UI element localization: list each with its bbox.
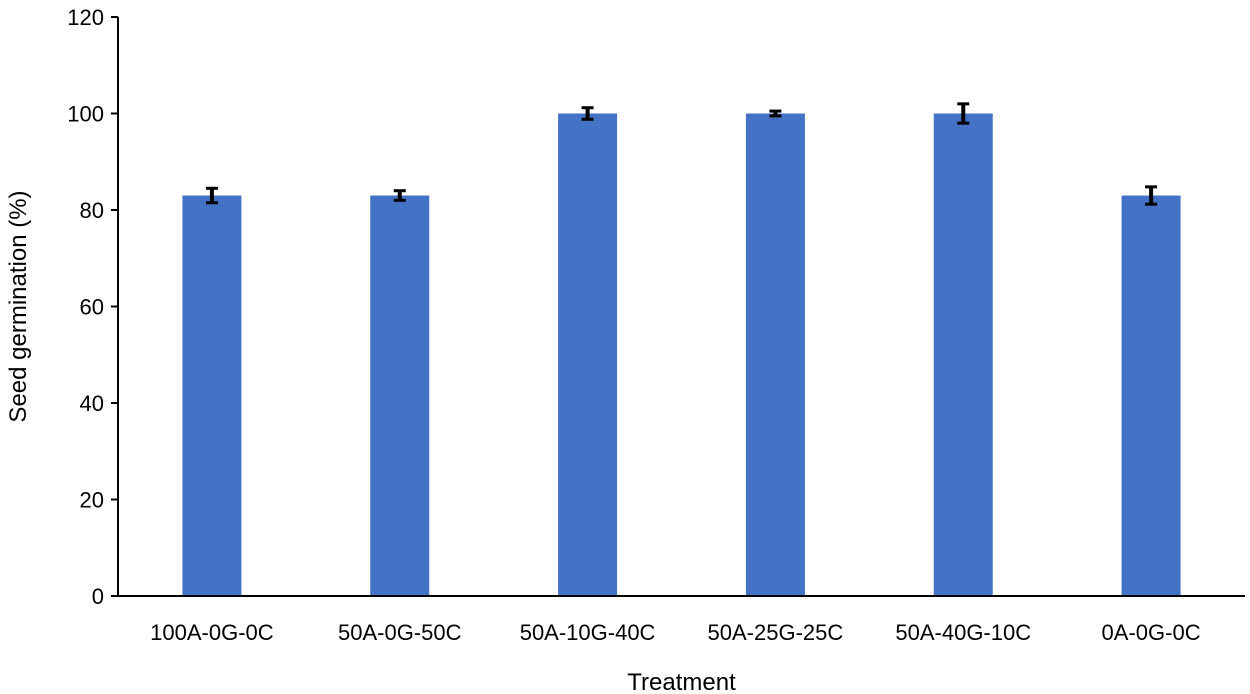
y-tick-label: 120 bbox=[67, 5, 104, 30]
x-axis-tick-labels: 100A-0G-0C 50A-0G-50C 50A-10G-40C 50A-25G-2… bbox=[150, 620, 1201, 645]
bar bbox=[745, 113, 805, 596]
bar bbox=[182, 195, 242, 596]
bars bbox=[182, 113, 1181, 596]
bar bbox=[1121, 195, 1181, 596]
error-bars bbox=[205, 102, 1158, 206]
y-tick-label: 60 bbox=[80, 295, 104, 320]
bar bbox=[558, 113, 618, 596]
bar bbox=[370, 195, 430, 596]
x-tick-label: 50A-25G-25C bbox=[708, 620, 844, 645]
x-tick-label: 50A-10G-40C bbox=[520, 620, 656, 645]
x-tick-label: 100A-0G-0C bbox=[150, 620, 274, 645]
y-tick-label: 20 bbox=[80, 488, 104, 513]
y-axis-title: Seed germination (%) bbox=[5, 190, 32, 422]
x-axis-title: Treatment bbox=[627, 669, 736, 694]
y-tick-label: 80 bbox=[80, 198, 104, 223]
x-tick-label: 50A-0G-50C bbox=[338, 620, 462, 645]
x-tick-label: 0A-0G-0C bbox=[1102, 620, 1201, 645]
x-tick-label: 50A-40G-10C bbox=[895, 620, 1031, 645]
bar bbox=[933, 113, 993, 596]
y-tick-label: 40 bbox=[80, 391, 104, 416]
y-tick-label: 100 bbox=[67, 102, 104, 127]
y-tick-label: 0 bbox=[92, 584, 104, 609]
y-axis-ticks: 0 20 40 60 80 100 120 bbox=[67, 5, 118, 609]
